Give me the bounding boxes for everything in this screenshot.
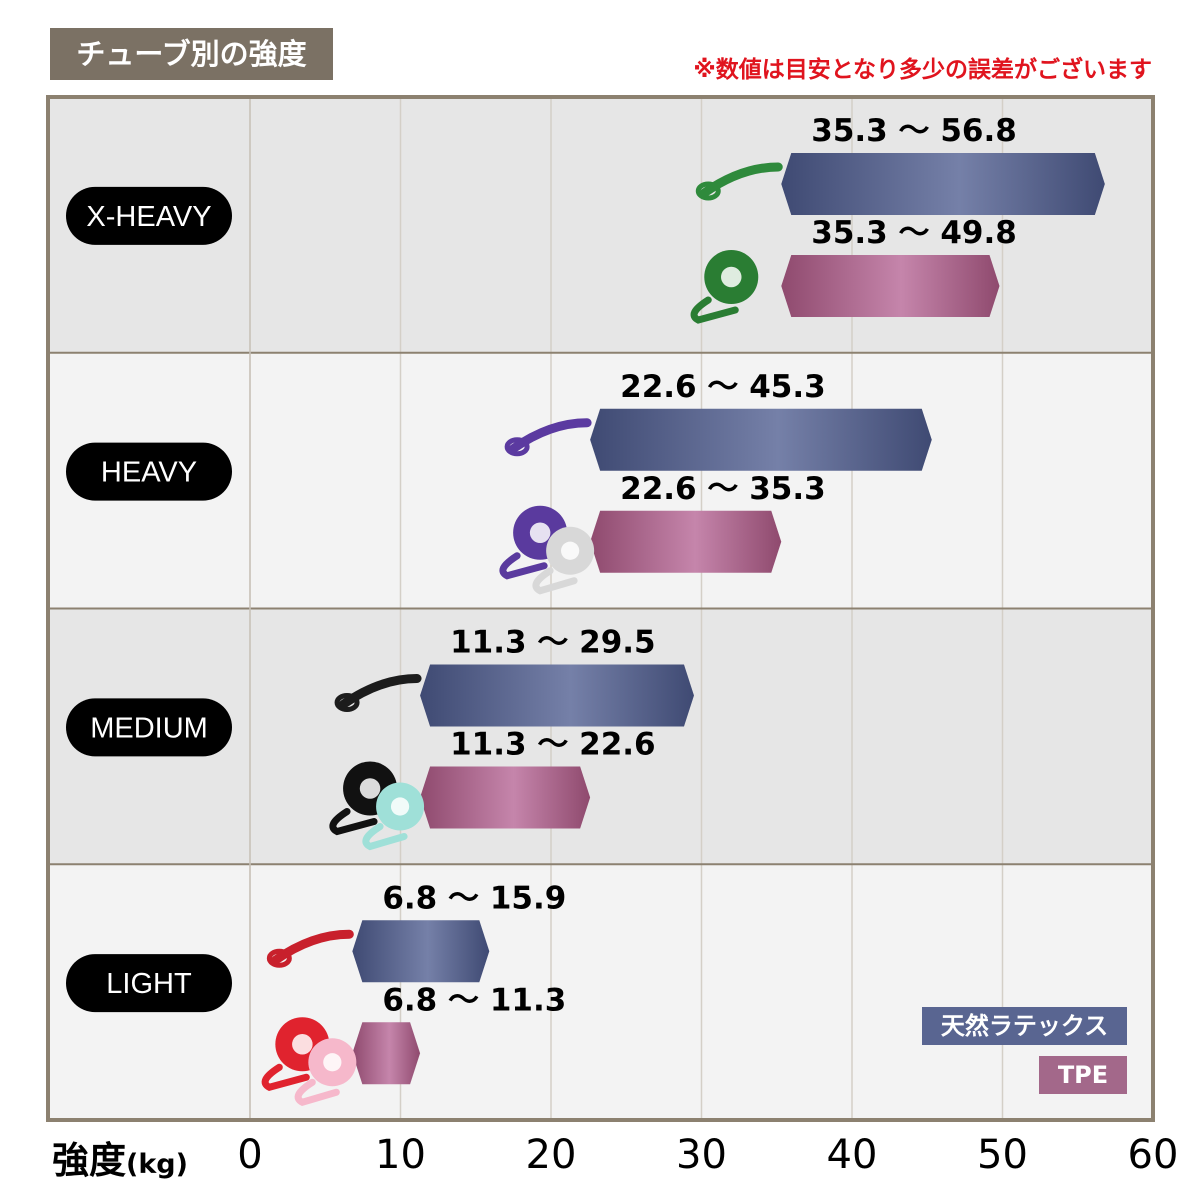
tpe-range-label: 22.6 ～ 35.3 (620, 471, 826, 507)
band-end (334, 693, 360, 712)
disclaimer-note: ※数値は目安となり多少の誤差がございます (693, 57, 1152, 83)
legend-latex: 天然ラテックス (922, 1007, 1127, 1045)
axis-title: 強度(kg) (52, 1130, 188, 1184)
coil-hole (323, 1053, 342, 1072)
tpe-range-label: 11.3 ～ 22.6 (450, 727, 656, 763)
tpe-range-label: 6.8 ～ 11.3 (382, 982, 566, 1018)
latex-range-label: 11.3 ～ 29.5 (450, 625, 656, 661)
category-pill (66, 698, 232, 757)
band-strap (508, 418, 592, 454)
coil-hole (529, 522, 551, 544)
row-band (48, 608, 1153, 865)
category-pill (66, 954, 232, 1013)
coil-tail (499, 552, 548, 580)
x-tick-label: 30 (676, 1132, 727, 1178)
x-tick-label: 60 (1128, 1132, 1179, 1178)
x-tick-label: 50 (977, 1132, 1028, 1178)
band-end (504, 437, 530, 457)
coil-band-icon (294, 1038, 357, 1106)
latex-range-label: 6.8 ～ 15.9 (382, 880, 566, 916)
row-band (48, 864, 1153, 1120)
latex-range-bar (352, 920, 490, 983)
coil-tail (362, 823, 408, 851)
tpe-range-bar (781, 255, 1000, 317)
coil-hole (561, 541, 580, 560)
coil-tail (532, 567, 578, 595)
latex-range-label: 35.3 ～ 56.8 (811, 113, 1017, 149)
category-label: LIGHT (106, 968, 192, 1000)
category-label: X-HEAVY (86, 201, 211, 233)
category-label: MEDIUM (90, 712, 208, 744)
latex-range-bar (781, 153, 1105, 215)
tpe-range-bar (352, 1022, 421, 1085)
axis-unit: (kg) (126, 1149, 188, 1180)
band-end (266, 948, 292, 968)
legend-tpe: TPE (1039, 1056, 1127, 1094)
coil-band-icon (362, 782, 425, 851)
coil-hole (359, 778, 381, 799)
category-label: HEAVY (101, 457, 197, 489)
coil-tail (329, 808, 378, 836)
chart-frame (46, 95, 1155, 1122)
coil-band-icon (690, 250, 759, 324)
coil-hole (721, 266, 742, 288)
x-tick-label: 10 (375, 1132, 426, 1178)
coil-tail (294, 1078, 340, 1106)
band-strap (699, 162, 783, 198)
coil-band-icon (532, 526, 595, 595)
coil-tail (690, 296, 739, 324)
tpe-range-bar (590, 510, 782, 573)
loop-band-icon (334, 674, 422, 712)
loop-band-icon (504, 418, 592, 457)
band-end (695, 181, 721, 201)
tpe-range-label: 35.3 ～ 49.8 (811, 215, 1017, 251)
tpe-range-bar (420, 766, 591, 829)
coil-hole (390, 797, 410, 816)
latex-range-bar (590, 408, 932, 471)
x-tick-label: 0 (237, 1132, 262, 1178)
category-pill (66, 442, 232, 501)
coil-tail (261, 1063, 310, 1091)
latex-range-label: 22.6 ～ 45.3 (620, 369, 826, 405)
category-pill (66, 186, 232, 245)
loop-band-icon (695, 162, 783, 201)
chart-title: チューブ別の強度 (50, 28, 333, 80)
coil-hole (292, 1033, 313, 1055)
x-tick-label: 20 (526, 1132, 577, 1178)
band-strap (338, 674, 422, 709)
band-strap (270, 929, 354, 965)
loop-band-icon (266, 929, 354, 968)
axis-title-text: 強度 (52, 1139, 126, 1182)
latex-range-bar (420, 664, 694, 727)
x-tick-label: 40 (827, 1132, 878, 1178)
